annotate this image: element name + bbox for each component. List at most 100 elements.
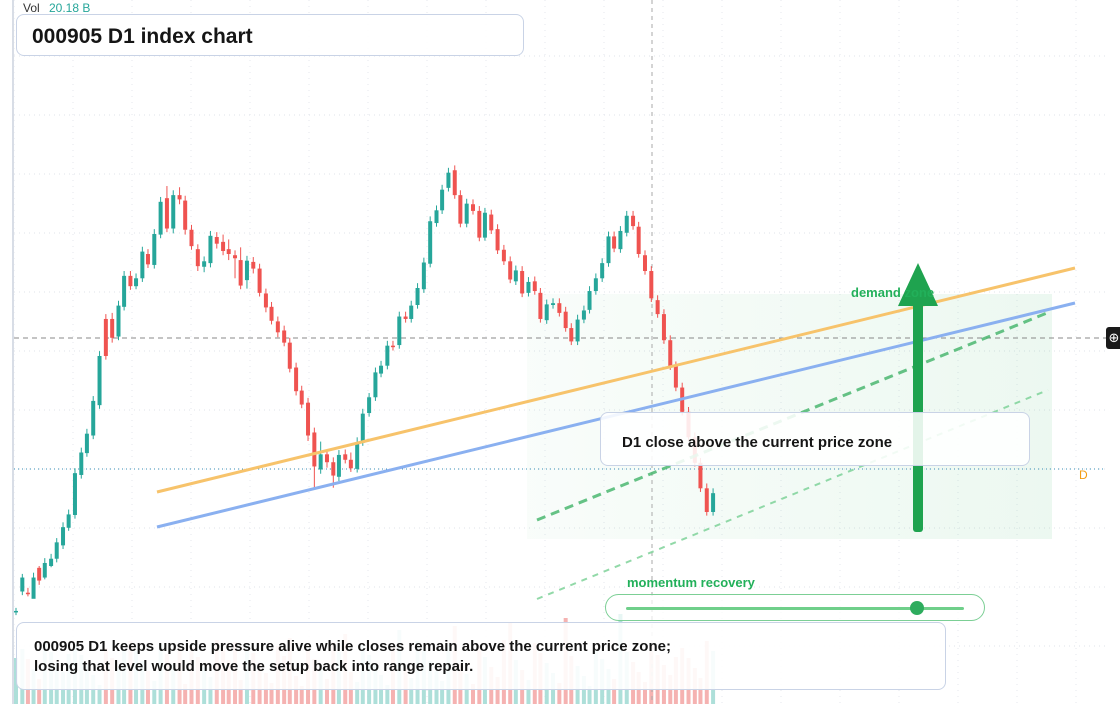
- candle: [581, 310, 586, 320]
- candle: [397, 316, 402, 346]
- candle: [471, 204, 476, 211]
- volume-bar: [269, 683, 274, 704]
- candle: [287, 342, 292, 369]
- candle: [31, 577, 36, 599]
- candle: [661, 314, 666, 341]
- candle: [711, 493, 716, 512]
- candle: [557, 303, 562, 313]
- candle: [415, 288, 420, 306]
- upside-arrow-head: [898, 263, 938, 306]
- momentum-slider[interactable]: [605, 594, 985, 621]
- momentum-knob[interactable]: [909, 601, 924, 615]
- candle: [385, 345, 390, 366]
- candle: [54, 542, 59, 559]
- candle: [600, 263, 605, 279]
- candle: [79, 452, 84, 475]
- candle: [551, 303, 556, 306]
- candle: [49, 558, 54, 567]
- candle: [495, 229, 500, 251]
- crosshair-icon[interactable]: ⊕: [1106, 327, 1120, 349]
- candle: [128, 275, 133, 287]
- candle: [446, 172, 451, 188]
- volume-bar: [183, 684, 188, 704]
- candle: [526, 281, 531, 293]
- candle: [122, 275, 127, 307]
- candle: [593, 278, 598, 292]
- candle: [72, 473, 77, 516]
- candle: [244, 260, 249, 281]
- candle: [464, 203, 469, 224]
- candle: [458, 195, 463, 224]
- candle: [152, 233, 157, 265]
- candle: [66, 514, 71, 528]
- candle: [532, 281, 537, 292]
- volume-bar: [642, 682, 647, 704]
- candle: [631, 215, 636, 227]
- candle: [226, 249, 231, 255]
- candle: [434, 210, 439, 224]
- candle: [14, 610, 18, 613]
- volume-bar: [97, 685, 102, 704]
- candle: [538, 292, 543, 319]
- volume-bar: [440, 681, 445, 704]
- volume-bar: [294, 676, 299, 704]
- candle: [698, 462, 703, 489]
- volume-bar: [385, 685, 390, 704]
- candle: [606, 236, 611, 264]
- candle: [673, 366, 678, 388]
- candle: [61, 527, 66, 546]
- demand-zone-label: demand zone: [851, 285, 935, 300]
- volume-bar: [409, 678, 414, 704]
- candle: [501, 249, 506, 262]
- candle: [428, 221, 433, 264]
- candle: [360, 413, 365, 443]
- momentum-label: momentum recovery: [627, 575, 755, 590]
- candle: [238, 260, 243, 286]
- candle: [704, 488, 709, 512]
- summary-line-2: losing that level would move the setup b…: [34, 658, 474, 675]
- candle: [164, 198, 169, 229]
- chart-title: 000905 D1 index chart: [32, 25, 253, 48]
- candle: [569, 328, 574, 342]
- d-badge: D: [1079, 468, 1088, 482]
- volume-bar: [37, 679, 42, 704]
- volume-bar: [526, 680, 531, 704]
- candle: [668, 340, 673, 367]
- volume-bar: [587, 686, 592, 704]
- candle: [409, 305, 414, 319]
- candle: [544, 304, 549, 321]
- candle: [649, 271, 654, 299]
- candle: [336, 454, 341, 477]
- candle: [587, 291, 592, 310]
- candle: [275, 321, 280, 333]
- volume-label: Vol: [23, 1, 40, 15]
- summary-line-1: 000905 D1 keeps upside pressure alive wh…: [34, 638, 671, 655]
- volume-bar: [238, 680, 243, 704]
- volume-bar: [581, 676, 586, 704]
- candle: [440, 189, 445, 211]
- volume-bar: [471, 684, 476, 704]
- candle: [348, 459, 353, 469]
- volume-bar: [324, 679, 329, 704]
- candle: [233, 255, 238, 259]
- candle: [116, 305, 121, 337]
- candle: [575, 319, 580, 342]
- candle: [642, 255, 647, 272]
- volume-bar: [612, 679, 617, 704]
- candle: [177, 195, 182, 200]
- candle: [294, 367, 299, 392]
- candle: [91, 400, 96, 436]
- candle: [331, 462, 336, 476]
- candle: [183, 200, 188, 230]
- candle: [269, 306, 274, 321]
- candle: [324, 454, 329, 463]
- candle: [299, 390, 304, 405]
- candle: [477, 210, 482, 238]
- candle: [189, 229, 194, 247]
- candle: [482, 212, 487, 238]
- title-panel: 000905 D1 index chart: [16, 14, 524, 56]
- candle: [110, 318, 115, 338]
- candle: [306, 402, 311, 436]
- candle: [390, 345, 395, 348]
- candle: [343, 454, 348, 460]
